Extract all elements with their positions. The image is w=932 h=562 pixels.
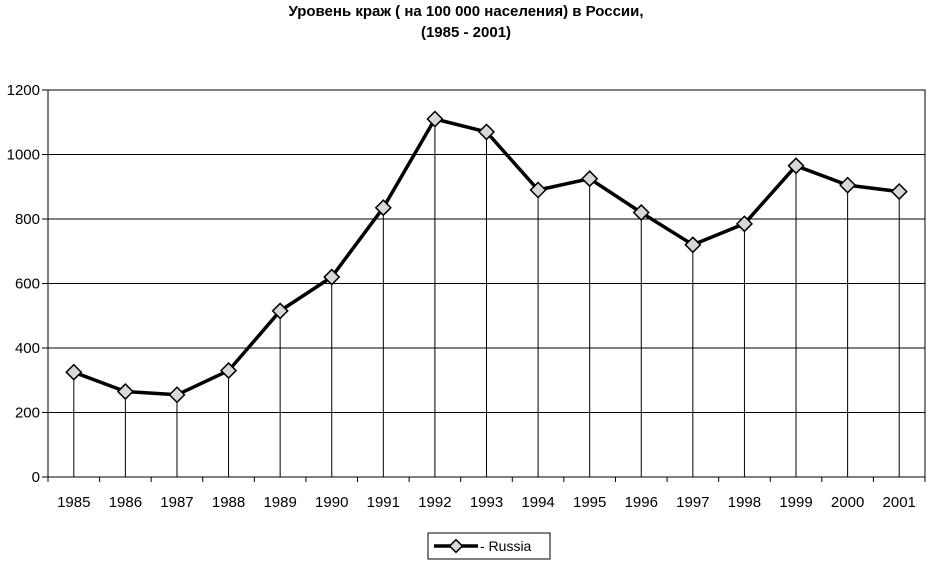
data-point-marker (632, 203, 650, 222)
chart-title: Уровень краж ( на 100 000 населения) в Р… (288, 3, 644, 20)
data-point-marker (787, 157, 805, 175)
x-tick-label: 1988 (212, 494, 245, 511)
x-tick-label: 1997 (676, 494, 709, 511)
x-tick-label: 1995 (573, 494, 606, 511)
x-tick-label: 1987 (160, 494, 193, 511)
y-tick-label: 0 (32, 469, 40, 486)
data-point-marker (219, 362, 238, 380)
data-point-marker (890, 183, 908, 201)
data-point-marker (168, 386, 186, 404)
x-tick-label: 2000 (831, 494, 864, 511)
x-tick-label: 2001 (883, 494, 916, 511)
data-point-marker (374, 199, 392, 217)
chart-subtitle: (1985 - 2001) (420, 24, 512, 41)
x-tick-label: 1996 (625, 494, 658, 511)
data-point-marker (684, 236, 702, 254)
x-tick-label: 1986 (109, 494, 142, 511)
x-tick-label: 1993 (470, 494, 503, 511)
data-point-marker (735, 215, 754, 233)
data-point-marker (529, 181, 547, 199)
y-tick-label: 1200 (7, 82, 40, 99)
y-tick-label: 800 (15, 211, 40, 228)
legend-marker-swatch (448, 538, 464, 554)
drop-lines (73, 119, 900, 477)
data-point-marker (116, 382, 134, 401)
y-tick-label: 600 (15, 276, 40, 293)
x-tick-label: 1998 (728, 494, 761, 511)
legend-label: - Russia (480, 538, 532, 554)
y-tick-label: 400 (15, 340, 40, 357)
data-point-marker (65, 363, 83, 381)
data-point-marker (271, 302, 289, 320)
x-tick-label: 1992 (418, 494, 451, 511)
series-markers (65, 110, 908, 404)
x-tick-label: 1999 (779, 494, 812, 511)
data-point-marker (839, 176, 857, 194)
x-axis-ticks: 1985 1986 1987 1988 1989 1990 1991 1992 1993 1994… (47, 477, 926, 511)
y-tick-label: 1000 (7, 147, 40, 164)
x-tick-label: 1994 (521, 494, 554, 511)
legend: - Russia (427, 532, 551, 560)
data-point-marker (426, 110, 444, 128)
data-point-marker (477, 123, 496, 141)
y-axis-ticks: 0 200 400 600 800 1000 1200 (7, 82, 48, 486)
y-tick-label: 200 (15, 405, 40, 422)
data-point-marker (323, 268, 341, 286)
x-tick-label: 1985 (57, 494, 90, 511)
x-tick-label: 1991 (367, 494, 400, 511)
x-tick-label: 1989 (263, 494, 296, 511)
x-tick-label: 1990 (315, 494, 348, 511)
data-point-marker (581, 170, 599, 188)
